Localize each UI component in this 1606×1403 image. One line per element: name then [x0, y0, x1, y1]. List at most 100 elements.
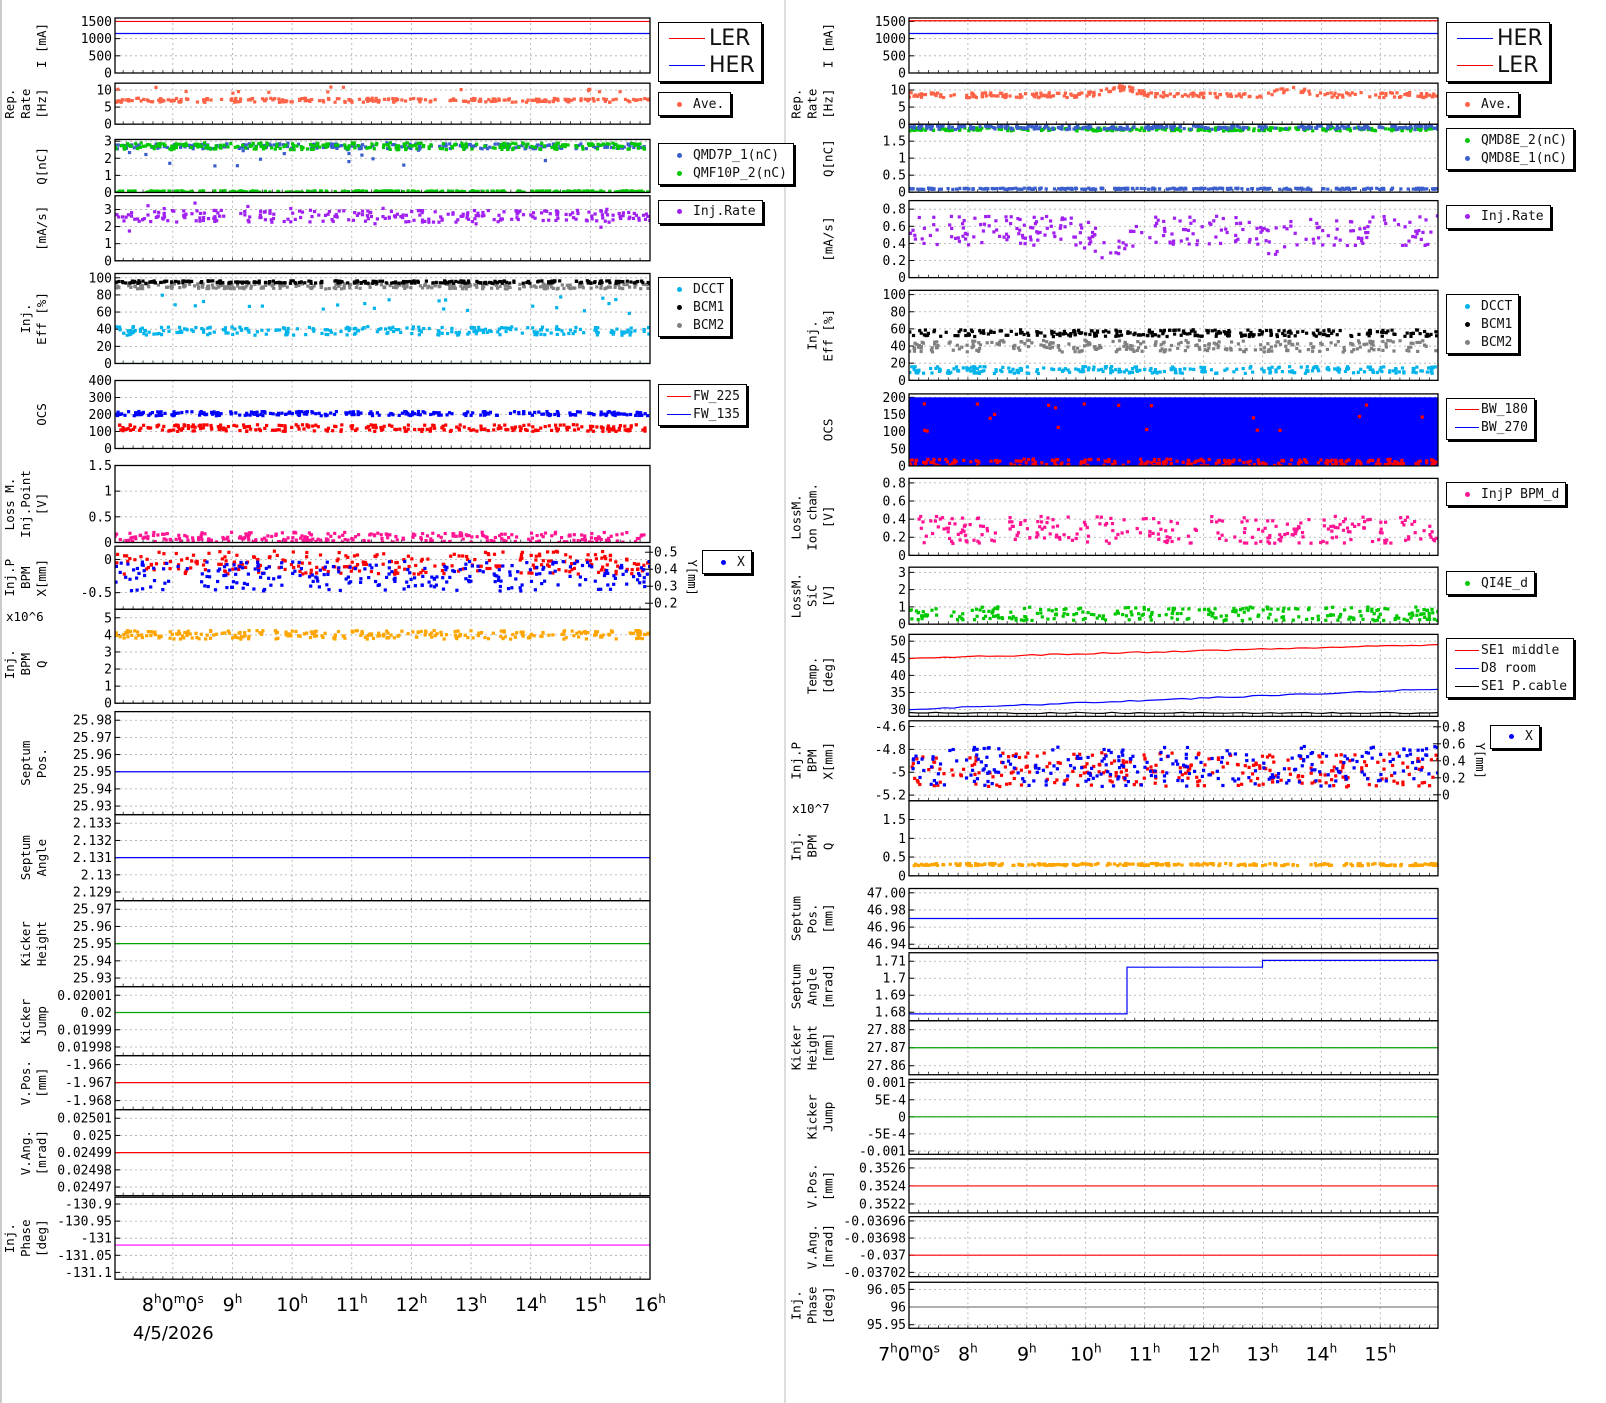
series-trace-point	[443, 637, 446, 640]
series-x-point	[429, 584, 432, 587]
series-bcm2-point	[334, 287, 337, 290]
series-inj-rate-point	[322, 220, 325, 223]
series-ave--point	[383, 98, 386, 101]
series-inj-rate-point	[565, 218, 568, 221]
series-inj-rate-point	[376, 217, 379, 220]
series-bcm1-point	[378, 280, 381, 283]
series-trace-point	[131, 536, 134, 539]
series-dcct-point	[526, 326, 529, 329]
series-trace-point	[212, 634, 215, 637]
series-trace-point	[354, 535, 357, 538]
series-trace-point	[313, 632, 316, 635]
series-qmf10p-2-nc--point	[260, 145, 263, 148]
series-trace-point	[504, 635, 507, 638]
series-fw-135-point	[353, 413, 356, 416]
series-x-point	[388, 560, 391, 563]
series-fw-135-point	[335, 410, 338, 413]
series-trace-point	[234, 636, 237, 639]
series-dcct-point	[422, 327, 425, 330]
series-fw-225-point	[254, 428, 257, 431]
series-fw-225-point	[577, 427, 580, 430]
series-trace-point	[486, 539, 489, 542]
series-bcm1-point	[540, 279, 543, 282]
series-y-point	[207, 552, 210, 555]
series-trace-point	[351, 630, 354, 633]
series-ave--point	[334, 101, 337, 104]
series-trace-point	[560, 536, 563, 539]
series-bcm1-point	[558, 279, 561, 282]
series-qmf10p-2-nc--point	[417, 142, 420, 145]
series-fw-225-point	[271, 429, 274, 432]
series-qmd7p-1-nc--point	[347, 160, 350, 163]
series-fw-225-point	[334, 425, 337, 428]
series-fw-225-point	[313, 429, 316, 432]
series-bcm2-point	[628, 286, 631, 289]
series-x-point	[222, 574, 225, 577]
series-inj-rate-point	[618, 212, 621, 215]
series-trace-point	[477, 634, 480, 637]
series-bcm2-point	[170, 285, 173, 288]
series-dcct-point	[160, 326, 163, 329]
series-ave--point	[120, 99, 123, 102]
series-qmf10p-2-nc--point	[270, 146, 273, 149]
y-tick-label: 1	[104, 169, 112, 184]
series-fw-225-point	[398, 428, 401, 431]
series-ave--point	[281, 98, 284, 101]
series-inj-rate-point	[309, 209, 312, 212]
series-x-point	[354, 567, 357, 570]
series-ave--point	[514, 100, 517, 103]
series-trace-point	[315, 630, 318, 633]
series-ave--point	[377, 101, 380, 104]
series-bcm1-point	[425, 280, 428, 283]
series-y-point	[410, 557, 413, 560]
series-ave--point	[209, 98, 212, 101]
series-dcct-point	[498, 333, 501, 336]
series-fw-135-point	[127, 410, 130, 413]
series-y-point	[461, 554, 464, 557]
series-bcm2-point	[539, 285, 542, 288]
series-bcm1-point	[320, 280, 323, 283]
y-tick-label: 10	[96, 84, 112, 99]
y-tick-label: 3	[104, 135, 112, 150]
series-inj-rate-point	[611, 218, 614, 221]
series-trace-point	[527, 538, 530, 541]
series-y-point	[298, 570, 301, 573]
y-tick-label: 25.96	[73, 748, 112, 763]
series-x-point	[625, 570, 628, 573]
series-ave--point	[615, 98, 618, 101]
series-fw-135-point	[376, 411, 379, 414]
series-inj-rate-point	[502, 210, 505, 213]
series-inj-rate-point	[364, 220, 367, 223]
series-fw-225-point	[544, 425, 547, 428]
series-fw-135-point	[423, 411, 426, 414]
series-trace-point	[294, 531, 297, 534]
series-fw-225-point	[381, 428, 384, 431]
series-trace-point	[362, 539, 365, 542]
series-fw-225-point	[192, 423, 195, 426]
series-fw-135-point	[300, 410, 303, 413]
series-x-point	[269, 584, 272, 587]
series-trace-point	[197, 538, 200, 541]
series-bcm1-point	[431, 281, 434, 284]
y-tick-label: -1.968	[65, 1094, 112, 1109]
series-qmf10p-2-nc--point	[581, 148, 584, 151]
y-axis-label: [V]	[34, 493, 49, 516]
series-trace-point	[377, 633, 380, 636]
series-inj-rate-point	[590, 214, 593, 217]
series-inj-rate-point	[220, 209, 223, 212]
series-x-point	[519, 589, 522, 592]
series-trace-point	[429, 537, 432, 540]
series-x-point	[530, 580, 533, 583]
series-x-point	[511, 564, 514, 567]
series-fw-225-point	[175, 423, 178, 426]
series-qmd7p-1-nc--point	[128, 151, 131, 154]
series-trace-point	[297, 634, 300, 637]
series-fw-225-point	[426, 428, 429, 431]
series-dcct-point	[194, 304, 197, 307]
series-fw-225-point	[628, 429, 631, 432]
series-y-point	[184, 571, 187, 574]
series-x-point	[345, 577, 348, 580]
series-ave--point	[154, 86, 157, 89]
series-x-point	[573, 562, 576, 565]
